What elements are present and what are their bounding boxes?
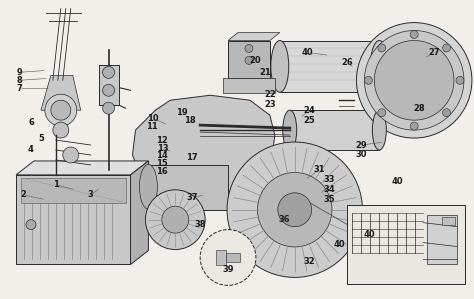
Bar: [347, 205, 465, 284]
Text: 26: 26: [342, 58, 353, 67]
Circle shape: [103, 66, 115, 78]
Text: 5: 5: [38, 134, 44, 143]
Bar: [280, 40, 379, 92]
Text: 40: 40: [302, 48, 313, 57]
Circle shape: [103, 102, 115, 114]
Text: 6: 6: [28, 118, 34, 127]
Bar: [148, 165, 228, 210]
Circle shape: [26, 220, 36, 230]
Polygon shape: [228, 33, 280, 40]
Circle shape: [278, 193, 311, 227]
Circle shape: [356, 23, 472, 138]
Text: 33: 33: [324, 175, 335, 184]
Text: 17: 17: [186, 153, 198, 162]
Text: 39: 39: [222, 265, 234, 274]
Circle shape: [162, 206, 189, 233]
Text: 22: 22: [264, 90, 276, 99]
Circle shape: [366, 42, 442, 118]
Circle shape: [103, 84, 115, 96]
Text: 1: 1: [53, 180, 59, 189]
Ellipse shape: [283, 110, 297, 150]
Circle shape: [365, 76, 373, 84]
Text: 23: 23: [264, 100, 276, 109]
Ellipse shape: [370, 40, 388, 92]
Text: 37: 37: [186, 193, 198, 202]
Text: 34: 34: [324, 185, 336, 194]
Circle shape: [245, 57, 253, 64]
Text: 3: 3: [88, 190, 93, 199]
Bar: [216, 250, 226, 266]
Text: 40: 40: [392, 177, 403, 186]
Text: 18: 18: [184, 116, 196, 125]
Circle shape: [146, 190, 205, 250]
Circle shape: [245, 45, 253, 52]
Circle shape: [410, 122, 418, 130]
Text: 15: 15: [156, 159, 168, 168]
Text: 2: 2: [20, 190, 26, 199]
Text: 11: 11: [146, 122, 158, 131]
Polygon shape: [442, 217, 455, 225]
Text: 16: 16: [156, 167, 168, 176]
Text: 9: 9: [16, 68, 22, 77]
Bar: [223, 78, 275, 93]
Text: 36: 36: [279, 215, 291, 224]
Circle shape: [200, 230, 256, 285]
Bar: [21, 178, 126, 203]
Circle shape: [410, 30, 418, 39]
Text: 4: 4: [28, 146, 34, 155]
Circle shape: [63, 147, 79, 163]
Ellipse shape: [373, 110, 386, 150]
Text: 30: 30: [356, 150, 367, 159]
Circle shape: [227, 142, 363, 277]
Circle shape: [365, 30, 464, 130]
Text: 20: 20: [249, 56, 261, 65]
Text: 7: 7: [16, 84, 22, 93]
Ellipse shape: [139, 164, 157, 209]
Bar: [228, 40, 270, 78]
Bar: [427, 215, 457, 264]
Circle shape: [51, 100, 71, 120]
Circle shape: [443, 44, 450, 52]
Circle shape: [378, 109, 386, 117]
Text: 35: 35: [324, 195, 336, 204]
Text: 8: 8: [16, 76, 22, 85]
Text: 31: 31: [314, 165, 326, 174]
Circle shape: [374, 40, 454, 120]
Polygon shape: [16, 161, 148, 175]
Text: 24: 24: [304, 106, 316, 115]
Text: 38: 38: [194, 220, 206, 229]
Polygon shape: [41, 75, 81, 110]
Text: 12: 12: [156, 135, 168, 144]
Text: 40: 40: [364, 230, 375, 239]
Text: 28: 28: [413, 104, 425, 113]
Text: 27: 27: [428, 48, 440, 57]
Text: 25: 25: [304, 116, 316, 125]
Circle shape: [45, 94, 77, 126]
Text: 32: 32: [304, 257, 316, 266]
Text: 21: 21: [259, 68, 271, 77]
Text: 40: 40: [334, 240, 346, 249]
Circle shape: [456, 76, 464, 84]
Polygon shape: [130, 161, 148, 264]
Bar: [290, 110, 379, 150]
Text: 19: 19: [176, 108, 188, 117]
Circle shape: [378, 44, 386, 52]
Bar: [226, 253, 240, 263]
Circle shape: [443, 109, 450, 117]
Text: 10: 10: [146, 114, 158, 123]
Polygon shape: [16, 175, 130, 264]
Text: 29: 29: [356, 141, 367, 150]
Ellipse shape: [271, 40, 289, 92]
Text: 14: 14: [156, 152, 168, 161]
Text: 13: 13: [156, 144, 168, 152]
Circle shape: [53, 122, 69, 138]
Polygon shape: [133, 95, 275, 205]
Bar: [99, 65, 118, 105]
Circle shape: [257, 173, 332, 247]
